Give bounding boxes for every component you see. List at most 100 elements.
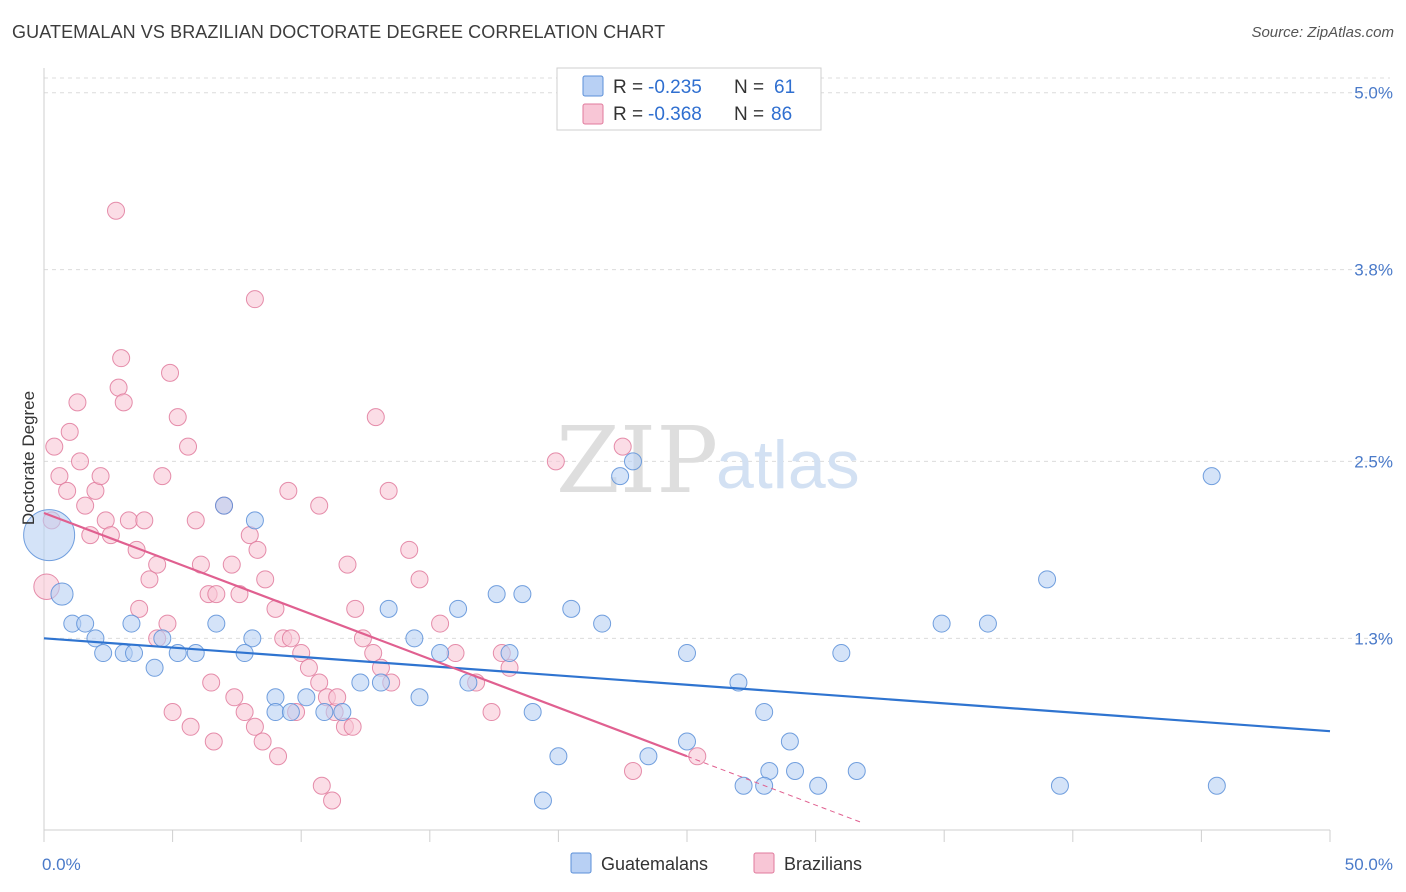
guatemalan-point [315,703,334,722]
guatemalan-point [50,582,74,606]
brazilian-point [135,511,154,530]
brazilian-point [323,791,342,810]
brazilian-point [310,673,329,692]
points-layer [23,201,1226,810]
x-tick-label: 0.0% [42,855,81,874]
chart-title: GUATEMALAN VS BRAZILIAN DOCTORATE DEGREE… [12,22,666,42]
brazilian-point [688,747,707,766]
guatemalan-point [122,614,141,633]
guatemalan-point [1207,776,1226,795]
guatemalan-point [549,747,568,766]
y-tick-label: 5.0% [1354,84,1393,103]
guatemalan-point [755,703,774,722]
guatemalan-point [593,614,612,633]
brazilian-point [245,290,264,309]
brazilian-point [50,467,69,486]
source-label: Source: ZipAtlas.com [1251,24,1394,41]
brazilian-point [60,422,79,441]
brazilian-point [58,481,77,500]
brazilian-point [312,776,331,795]
x-tick-label: 50.0% [1345,855,1393,874]
guatemalan-point [780,732,799,751]
guatemalan-point [513,585,532,604]
brazilian-point [256,570,275,589]
brazilian-point [245,717,264,736]
guatemalan-point [978,614,997,633]
y-axis-label: Doctorate Degree [19,391,38,525]
guatemalan-point [786,762,805,781]
stats-legend: R = -0.235 N = 61 R = -0.368 N = 86 [556,67,822,131]
guatemalan-point [678,644,696,663]
brazilian-point [225,688,244,707]
guatemalan-point [266,703,285,722]
legend-r-label-2: R = [613,104,643,125]
guatemalan-point [94,644,113,663]
brazilian-point [353,629,372,648]
brazilian-point [204,732,223,751]
brazilian-point [299,658,318,677]
brazilian-point [181,717,200,736]
guatemalan-point [410,688,429,707]
guatemalan-point [487,585,506,604]
brazilian-point [186,511,205,530]
legend-r-value-1: -0.235 [648,77,702,98]
guatemalan-point [1202,467,1221,486]
brazilian-point [235,703,254,722]
brazilian-point [613,437,632,456]
guatemalan-point [623,452,642,471]
guatemalan-point [297,688,316,707]
brazilian-point [114,393,133,412]
guatemalan-point [734,776,753,795]
brazilian-point [281,629,300,648]
guatemalan-point [729,673,748,692]
brazilian-trend-extension [686,755,863,824]
guatemalan-point [932,614,951,633]
brazilian-point [446,644,465,663]
brazilian-point [168,408,187,427]
brazilian-point [431,614,450,633]
guatemalan-point [186,644,205,663]
guatemalan-point [611,467,630,486]
guatemalan-point [832,644,851,663]
guatemalan-point [562,599,581,618]
brazilian-point [269,747,288,766]
guatemalan-point [523,703,542,722]
bottom-legend-swatch-brazilians [753,852,775,874]
guatemalan-point [431,644,450,663]
guatemalan-point [678,732,696,751]
guatemalan-point [533,791,552,810]
brazilian-point [202,673,221,692]
brazilian-point [153,467,172,486]
bottom-legend-label-brazilians: Brazilians [784,854,862,874]
brazilian-point [71,452,90,471]
guatemalan-point [23,509,76,562]
brazilian-point [163,703,182,722]
brazilian-point [546,452,565,471]
guatemalan-point [207,614,226,633]
guatemalan-point [145,658,164,677]
legend-r-label-1: R = [613,77,643,98]
legend-n-value-1: 61 [774,77,795,98]
brazilian-trend-line [43,511,688,758]
brazilian-point [230,585,249,604]
brazilian-point [248,540,267,559]
guatemalan-point [379,599,398,618]
axes-layer: 1.3% 2.5% 3.8% 5.0% 0.0% 50.0% [42,68,1393,874]
brazilian-point [222,555,241,574]
brazilian-point [68,393,87,412]
brazilian-point [346,599,365,618]
guatemalan-point [371,673,390,692]
legend-r-value-2: -0.368 [648,104,702,125]
brazilian-point [279,481,298,500]
guatemalan-point [847,762,866,781]
brazilian-point [179,437,198,456]
brazilian-point [112,349,131,368]
brazilian-point [140,570,159,589]
brazilian-point [482,703,501,722]
guatemalan-point [245,511,264,530]
y-tick-label: 3.8% [1354,261,1393,280]
guatemalan-point [215,496,234,515]
brazilian-point [310,496,329,515]
guatemalan-point [125,644,144,663]
